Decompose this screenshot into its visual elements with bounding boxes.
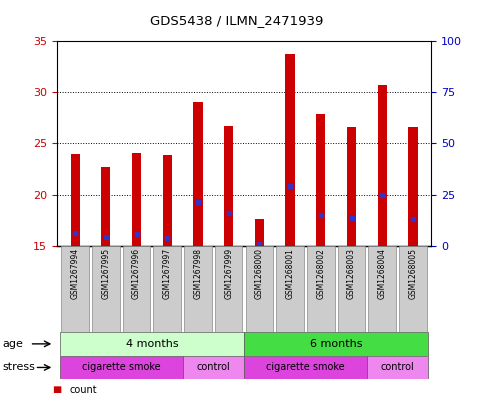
Text: ■: ■: [52, 385, 61, 393]
Bar: [246, 246, 273, 332]
Text: GSM1268000: GSM1268000: [255, 248, 264, 299]
Bar: [61, 246, 89, 332]
Text: GSM1267995: GSM1267995: [102, 248, 110, 299]
Text: GSM1268002: GSM1268002: [317, 248, 325, 299]
Text: GSM1268003: GSM1268003: [347, 248, 356, 299]
Bar: [276, 246, 304, 332]
Text: GSM1267996: GSM1267996: [132, 248, 141, 299]
Text: count: count: [69, 385, 97, 393]
Bar: [215, 246, 243, 332]
Bar: [163, 155, 172, 246]
Bar: [70, 154, 80, 246]
Bar: [408, 127, 418, 246]
Bar: [153, 246, 181, 332]
Text: GSM1267997: GSM1267997: [163, 248, 172, 299]
Bar: [347, 127, 356, 246]
Text: 6 months: 6 months: [310, 339, 362, 349]
Bar: [399, 246, 427, 332]
Bar: [132, 152, 141, 246]
Bar: [244, 356, 367, 379]
Text: GSM1268001: GSM1268001: [285, 248, 295, 299]
Bar: [255, 219, 264, 246]
Bar: [307, 246, 335, 332]
Bar: [367, 356, 428, 379]
Bar: [60, 356, 182, 379]
Text: control: control: [196, 362, 230, 373]
Text: stress: stress: [2, 362, 35, 373]
Bar: [182, 356, 244, 379]
Bar: [244, 332, 428, 356]
Text: control: control: [381, 362, 415, 373]
Bar: [101, 167, 110, 246]
Bar: [338, 246, 365, 332]
Bar: [60, 332, 244, 356]
Text: cigarette smoke: cigarette smoke: [82, 362, 161, 373]
Bar: [378, 85, 387, 246]
Text: cigarette smoke: cigarette smoke: [266, 362, 345, 373]
Text: GSM1267994: GSM1267994: [70, 248, 80, 299]
Bar: [285, 53, 295, 246]
Bar: [368, 246, 396, 332]
Bar: [316, 114, 325, 246]
Bar: [224, 126, 233, 246]
Bar: [92, 246, 120, 332]
Bar: [184, 246, 212, 332]
Text: GSM1268004: GSM1268004: [378, 248, 387, 299]
Text: GDS5438 / ILMN_2471939: GDS5438 / ILMN_2471939: [150, 14, 323, 27]
Text: GSM1267999: GSM1267999: [224, 248, 233, 299]
Text: GSM1267998: GSM1267998: [193, 248, 203, 299]
Bar: [123, 246, 150, 332]
Bar: [193, 101, 203, 246]
Text: GSM1268005: GSM1268005: [408, 248, 418, 299]
Text: 4 months: 4 months: [126, 339, 178, 349]
Text: age: age: [2, 339, 23, 349]
